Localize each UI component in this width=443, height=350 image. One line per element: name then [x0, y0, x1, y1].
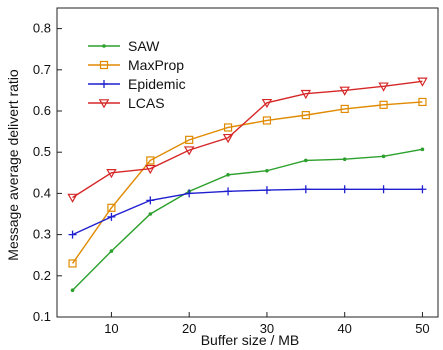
data-point [418, 185, 427, 194]
plot-area [56, 7, 439, 318]
y-tick-label: 0.6 [33, 103, 51, 118]
x-tick-label: 30 [260, 321, 274, 336]
data-point [183, 146, 195, 156]
data-point [262, 186, 271, 195]
data-point [226, 173, 230, 177]
legend: SAW MaxProp Epidemic LCAS [88, 38, 186, 111]
data-point [379, 185, 388, 194]
y-tick-label: 0.3 [33, 227, 51, 242]
data-point [340, 104, 349, 114]
series-line [72, 148, 423, 291]
y-tick-label: 0.7 [33, 62, 51, 77]
y-tick-label: 0.4 [33, 185, 51, 200]
data-point [339, 86, 350, 96]
data-point [300, 89, 312, 100]
series-group [67, 77, 428, 293]
legend-label: MaxProp [128, 57, 184, 73]
data-point [418, 97, 427, 107]
data-point [223, 123, 233, 132]
data-point [68, 259, 77, 268]
y-tick-label: 0.1 [33, 309, 51, 324]
legend-marker [99, 60, 109, 70]
x-tick-label: 40 [337, 321, 351, 336]
data-point [107, 212, 116, 221]
series-line [71, 101, 423, 264]
series-line [72, 188, 423, 236]
legend-label: Epidemic [128, 76, 186, 92]
data-point [145, 164, 156, 175]
data-point [265, 168, 269, 173]
data-point [381, 154, 386, 159]
data-point [185, 135, 194, 144]
y-tick-label: 0.8 [33, 21, 51, 36]
data-point [420, 147, 425, 152]
data-point [107, 203, 116, 212]
data-point [342, 157, 347, 162]
y-axis-title: Message average delivert ratio [5, 69, 21, 261]
data-point [146, 196, 155, 205]
y-tick-label: 0.5 [33, 144, 51, 159]
legend-marker [102, 44, 106, 48]
data-point [301, 111, 310, 120]
data-point [109, 249, 114, 253]
data-point [224, 187, 233, 196]
data-point [301, 185, 310, 194]
legend-label: LCAS [128, 95, 165, 111]
series-epidemic [68, 185, 427, 239]
legend-marker [98, 99, 110, 109]
axes: 0.1 0.2 0.3 0.4 0.5 0.6 0.7 0.8 10 20 30 40 50 [33, 21, 430, 336]
series-maxprop [68, 97, 427, 268]
data-point [106, 169, 117, 179]
y-tick-label: 0.2 [33, 268, 51, 283]
data-point [340, 185, 349, 194]
data-point [417, 77, 428, 87]
legend-item-saw: SAW [88, 38, 160, 54]
x-axis-title: Buffer size / MB [201, 332, 300, 348]
data-point [70, 288, 75, 293]
data-point [261, 98, 273, 109]
data-point [378, 82, 389, 92]
data-point [148, 212, 153, 216]
series-line [72, 80, 423, 199]
legend-marker [100, 80, 108, 88]
series-lcas [67, 77, 428, 203]
x-tick-label: 20 [182, 321, 196, 336]
legend-item-epidemic: Epidemic [88, 76, 186, 92]
data-point [67, 193, 78, 203]
data-point [262, 116, 272, 125]
data-point [68, 230, 77, 239]
plot-frame [56, 7, 439, 318]
x-tick-label: 50 [415, 321, 429, 336]
legend-item-lcas: LCAS [88, 95, 165, 111]
data-point [185, 189, 194, 198]
legend-label: SAW [128, 38, 160, 54]
data-point [222, 133, 234, 144]
data-point [146, 156, 155, 165]
data-point [304, 158, 308, 163]
legend-item-maxprop: MaxProp [88, 57, 184, 73]
x-tick-label: 10 [104, 321, 118, 336]
data-point [379, 100, 388, 109]
